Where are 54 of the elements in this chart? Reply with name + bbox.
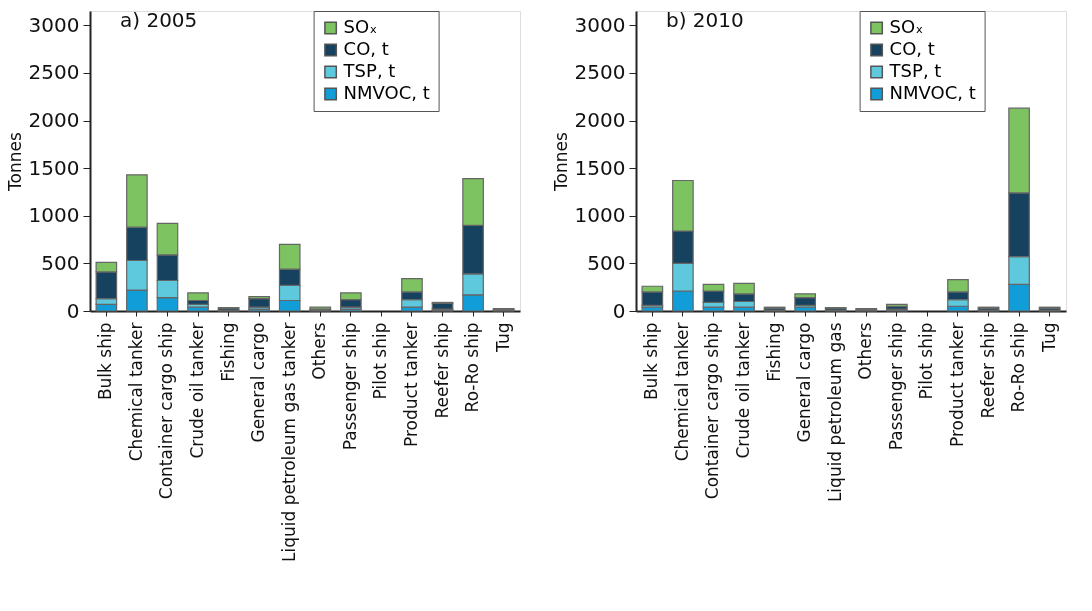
y-tick-label: 3000 — [574, 12, 626, 37]
x-tick-label: General cargo — [248, 322, 269, 443]
x-tick-label: Product tanker — [400, 322, 421, 447]
x-tick-label: Liquid petroleum gas — [824, 322, 845, 503]
y-tick-label: 0 — [612, 298, 626, 323]
x-tick-label: Container cargo ship — [702, 322, 723, 500]
legend-label: TSP, t — [342, 60, 396, 81]
y-axis-title: Tonnes — [550, 131, 571, 192]
x-tick-label: Fishing — [763, 322, 784, 382]
legend-label: SOₓ — [343, 16, 378, 37]
x-tick-label: General cargo — [794, 322, 815, 443]
legend-label: CO, t — [343, 38, 389, 59]
x-tick-label: Fishing — [217, 322, 238, 382]
x-tick-label: Bulk ship — [641, 322, 662, 401]
x-tick-label: Passenger ship — [885, 322, 906, 451]
y-tick-label: 0 — [66, 298, 80, 323]
x-tick-label: Container cargo ship — [156, 322, 177, 500]
x-tick-label: Pilot ship — [916, 322, 937, 400]
legend-label: NMVOC, t — [343, 82, 430, 103]
x-tick-label: Reefer ship — [431, 322, 452, 419]
x-tick-label: Ro-Ro ship — [462, 322, 483, 413]
x-tick-label: Product tanker — [946, 322, 967, 447]
y-tick-label: 500 — [41, 250, 80, 275]
y-tick-label: 1500 — [28, 155, 80, 180]
x-tick-label: Others — [855, 322, 876, 380]
x-tick-label: Crude oil tanker — [187, 322, 208, 459]
x-tick-label: Ro-Ro ship — [1008, 322, 1029, 413]
y-tick-label: 3000 — [28, 12, 80, 37]
legend-label: NMVOC, t — [889, 82, 976, 103]
y-tick-label: 500 — [587, 250, 626, 275]
x-tick-label: Chemical tanker — [125, 322, 146, 462]
x-tick-label: Tug — [1038, 322, 1059, 353]
legend-label: TSP, t — [888, 60, 942, 81]
y-tick-label: 1000 — [28, 203, 80, 228]
chart-title: a) 2005 — [120, 8, 198, 32]
x-tick-label: Passenger ship — [339, 322, 360, 451]
y-tick-label: 1500 — [574, 155, 626, 180]
y-axis-title: Tonnes — [4, 131, 25, 192]
legend-label: SOₓ — [889, 16, 924, 37]
x-tick-label: Pilot ship — [370, 322, 391, 400]
y-tick-label: 2000 — [574, 108, 626, 133]
y-tick-label: 2500 — [28, 60, 80, 85]
x-tick-label: Others — [309, 322, 330, 380]
x-tick-label: Liquid petroleum gas tanker — [278, 322, 299, 563]
x-tick-label: Reefer ship — [977, 322, 998, 419]
chart-title: b) 2010 — [666, 8, 744, 32]
x-tick-label: Bulk ship — [95, 322, 116, 401]
x-tick-label: Tug — [492, 322, 513, 353]
y-tick-label: 1000 — [574, 203, 626, 228]
y-tick-label: 2000 — [28, 108, 80, 133]
legend-label: CO, t — [889, 38, 935, 59]
y-tick-label: 2500 — [574, 60, 626, 85]
x-tick-label: Chemical tanker — [671, 322, 692, 462]
x-tick-label: Crude oil tanker — [733, 322, 754, 459]
